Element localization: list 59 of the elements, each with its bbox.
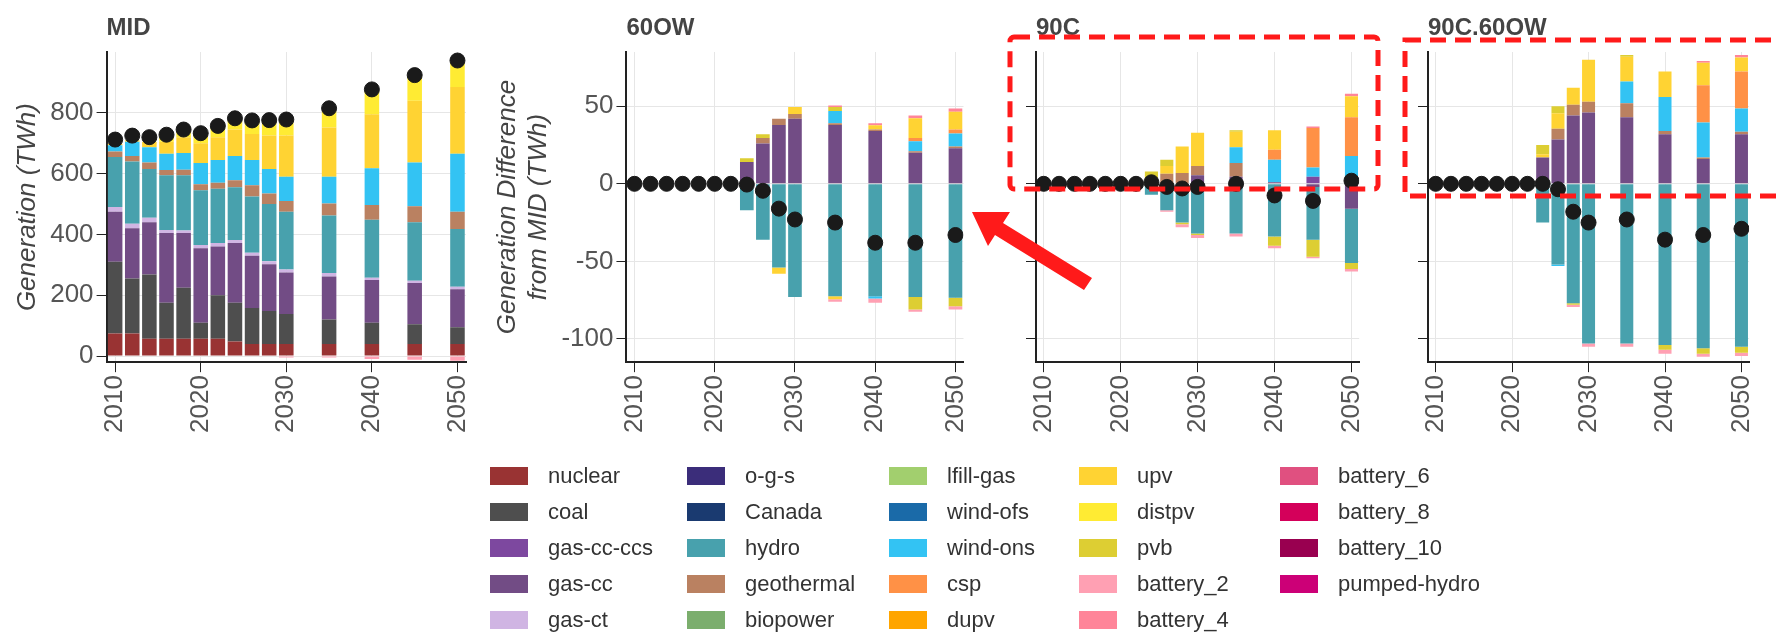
legend-label: biopower <box>745 607 835 633</box>
y-tick-label: -100 <box>561 322 614 353</box>
y-tick-label: 600 <box>50 156 94 187</box>
chart-title: 90C <box>1036 12 1081 40</box>
legend-label: hydro <box>745 535 801 561</box>
legend-label: gas-ct <box>548 607 608 633</box>
legend-label: dupv <box>947 607 995 633</box>
legend-label: geothermal <box>745 571 856 597</box>
legend-label: wind-ofs <box>947 499 1029 525</box>
x-tick-label: 2030 <box>269 375 300 433</box>
chart-title: 90C.60OW <box>1428 12 1548 40</box>
chart-title: 60OW <box>626 12 695 40</box>
legend-label: upv <box>1137 463 1173 489</box>
x-tick-label: 2020 <box>1495 375 1526 433</box>
x-tick-label: 2040 <box>355 375 386 433</box>
x-tick-label: 2040 <box>1257 375 1288 433</box>
legend-label: battery_8 <box>1338 499 1430 525</box>
legend-label: coal <box>548 499 589 525</box>
y-tick-label: -50 <box>575 244 614 275</box>
x-tick-label: 2050 <box>440 375 471 433</box>
legend-label: lfill-gas <box>947 463 1016 489</box>
x-tick-label: 2010 <box>1026 375 1057 433</box>
x-tick-label: 2020 <box>1103 375 1134 433</box>
y-tick-label: 800 <box>50 95 94 126</box>
y-tick-label: 0 <box>598 166 614 197</box>
legend-label: distpv <box>1137 499 1195 525</box>
legend-label: csp <box>947 571 982 597</box>
x-tick-label: 2030 <box>778 375 809 433</box>
x-tick-label: 2010 <box>98 375 129 433</box>
y-tick-label: 400 <box>50 217 94 248</box>
legend-label: nuclear <box>548 463 621 489</box>
x-tick-label: 2040 <box>1648 375 1679 433</box>
legend-label: gas-cc-ccs <box>548 535 654 561</box>
x-tick-label: 2030 <box>1571 375 1602 433</box>
legend-label: battery_10 <box>1338 535 1442 561</box>
legend-label: Canada <box>745 499 823 525</box>
legend-label: battery_6 <box>1338 463 1430 489</box>
x-tick-label: 2030 <box>1180 375 1211 433</box>
x-tick-label: 2010 <box>1418 375 1449 433</box>
x-tick-label: 2040 <box>858 375 889 433</box>
y-axis-title: Generation Difference from MID (TWh) <box>490 79 553 335</box>
x-tick-label: 2050 <box>1724 375 1755 433</box>
chart-title: MID <box>106 12 151 40</box>
x-tick-label: 2010 <box>617 375 648 433</box>
y-axis-title: Generation (TWh) <box>10 103 41 312</box>
legend-label: battery_4 <box>1137 607 1229 633</box>
y-tick-label: 50 <box>584 89 614 120</box>
y-tick-label: 200 <box>50 278 94 309</box>
x-tick-label: 2020 <box>183 375 214 433</box>
legend-label: wind-ons <box>947 535 1036 561</box>
y-tick-label: 0 <box>79 339 94 370</box>
x-tick-label: 2050 <box>938 375 969 433</box>
x-tick-label: 2050 <box>1334 375 1365 433</box>
x-tick-label: 2020 <box>697 375 728 433</box>
legend-label: gas-cc <box>548 571 613 597</box>
legend-label: pumped-hydro <box>1338 571 1480 597</box>
legend-label: battery_2 <box>1137 571 1229 597</box>
legend-label: pvb <box>1137 535 1173 561</box>
legend-label: o-g-s <box>745 463 796 489</box>
